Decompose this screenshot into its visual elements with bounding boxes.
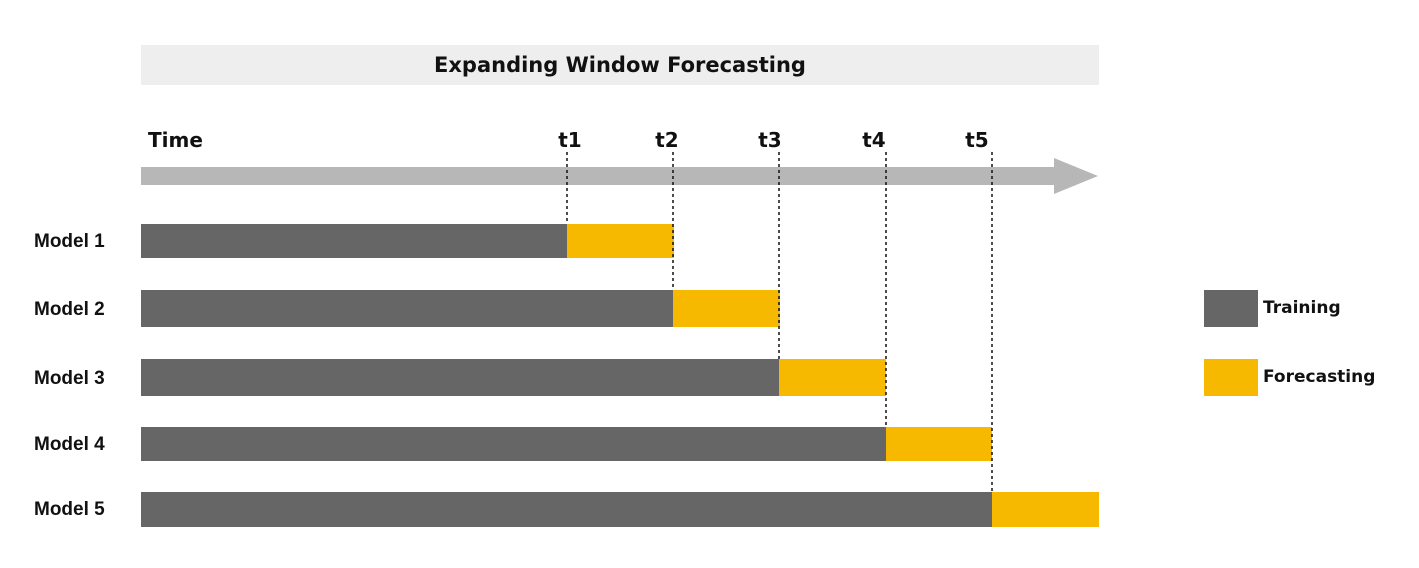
title-banner: Expanding Window Forecasting	[141, 45, 1099, 85]
model-1-forecast-bar	[567, 224, 674, 258]
tick-guide-lines	[566, 152, 993, 492]
model-1-bars	[141, 224, 674, 258]
time-arrow	[141, 158, 1098, 194]
diagram-title: Expanding Window Forecasting	[434, 53, 806, 77]
model-4-bars	[141, 427, 992, 461]
model-3-training-bar	[141, 359, 779, 396]
model-2-label: Model 2	[34, 299, 105, 320]
model-1-label: Model 1	[34, 231, 105, 252]
time-arrow-head	[1054, 158, 1098, 194]
model-1-training-bar	[141, 224, 567, 258]
model-4-label: Model 4	[34, 434, 105, 455]
model-5-training-bar	[141, 492, 992, 527]
tick-label-t5: t5	[965, 128, 989, 152]
time-arrow-shaft	[141, 167, 1056, 185]
legend-forecasting-label: Forecasting	[1263, 367, 1376, 387]
model-3-label: Model 3	[34, 368, 105, 389]
tick-label-t1: t1	[558, 128, 582, 152]
model-4-training-bar	[141, 427, 886, 461]
tick-label-t4: t4	[862, 128, 886, 152]
tick-label-t2: t2	[655, 128, 679, 152]
time-axis-label: Time	[148, 128, 203, 152]
model-2-bars	[141, 290, 780, 327]
model-2-forecast-bar	[673, 290, 780, 327]
model-3-forecast-bar	[779, 359, 886, 396]
model-5-bars	[141, 492, 1099, 527]
tick-label-t3: t3	[758, 128, 782, 152]
model-5-label: Model 5	[34, 499, 105, 520]
model-3-bars	[141, 359, 886, 396]
legend-training-label: Training	[1263, 298, 1341, 318]
model-5-forecast-bar	[992, 492, 1099, 527]
legend-forecasting-swatch	[1204, 359, 1258, 396]
model-2-training-bar	[141, 290, 673, 327]
model-4-forecast-bar	[886, 427, 992, 461]
legend-training-swatch	[1204, 290, 1258, 327]
